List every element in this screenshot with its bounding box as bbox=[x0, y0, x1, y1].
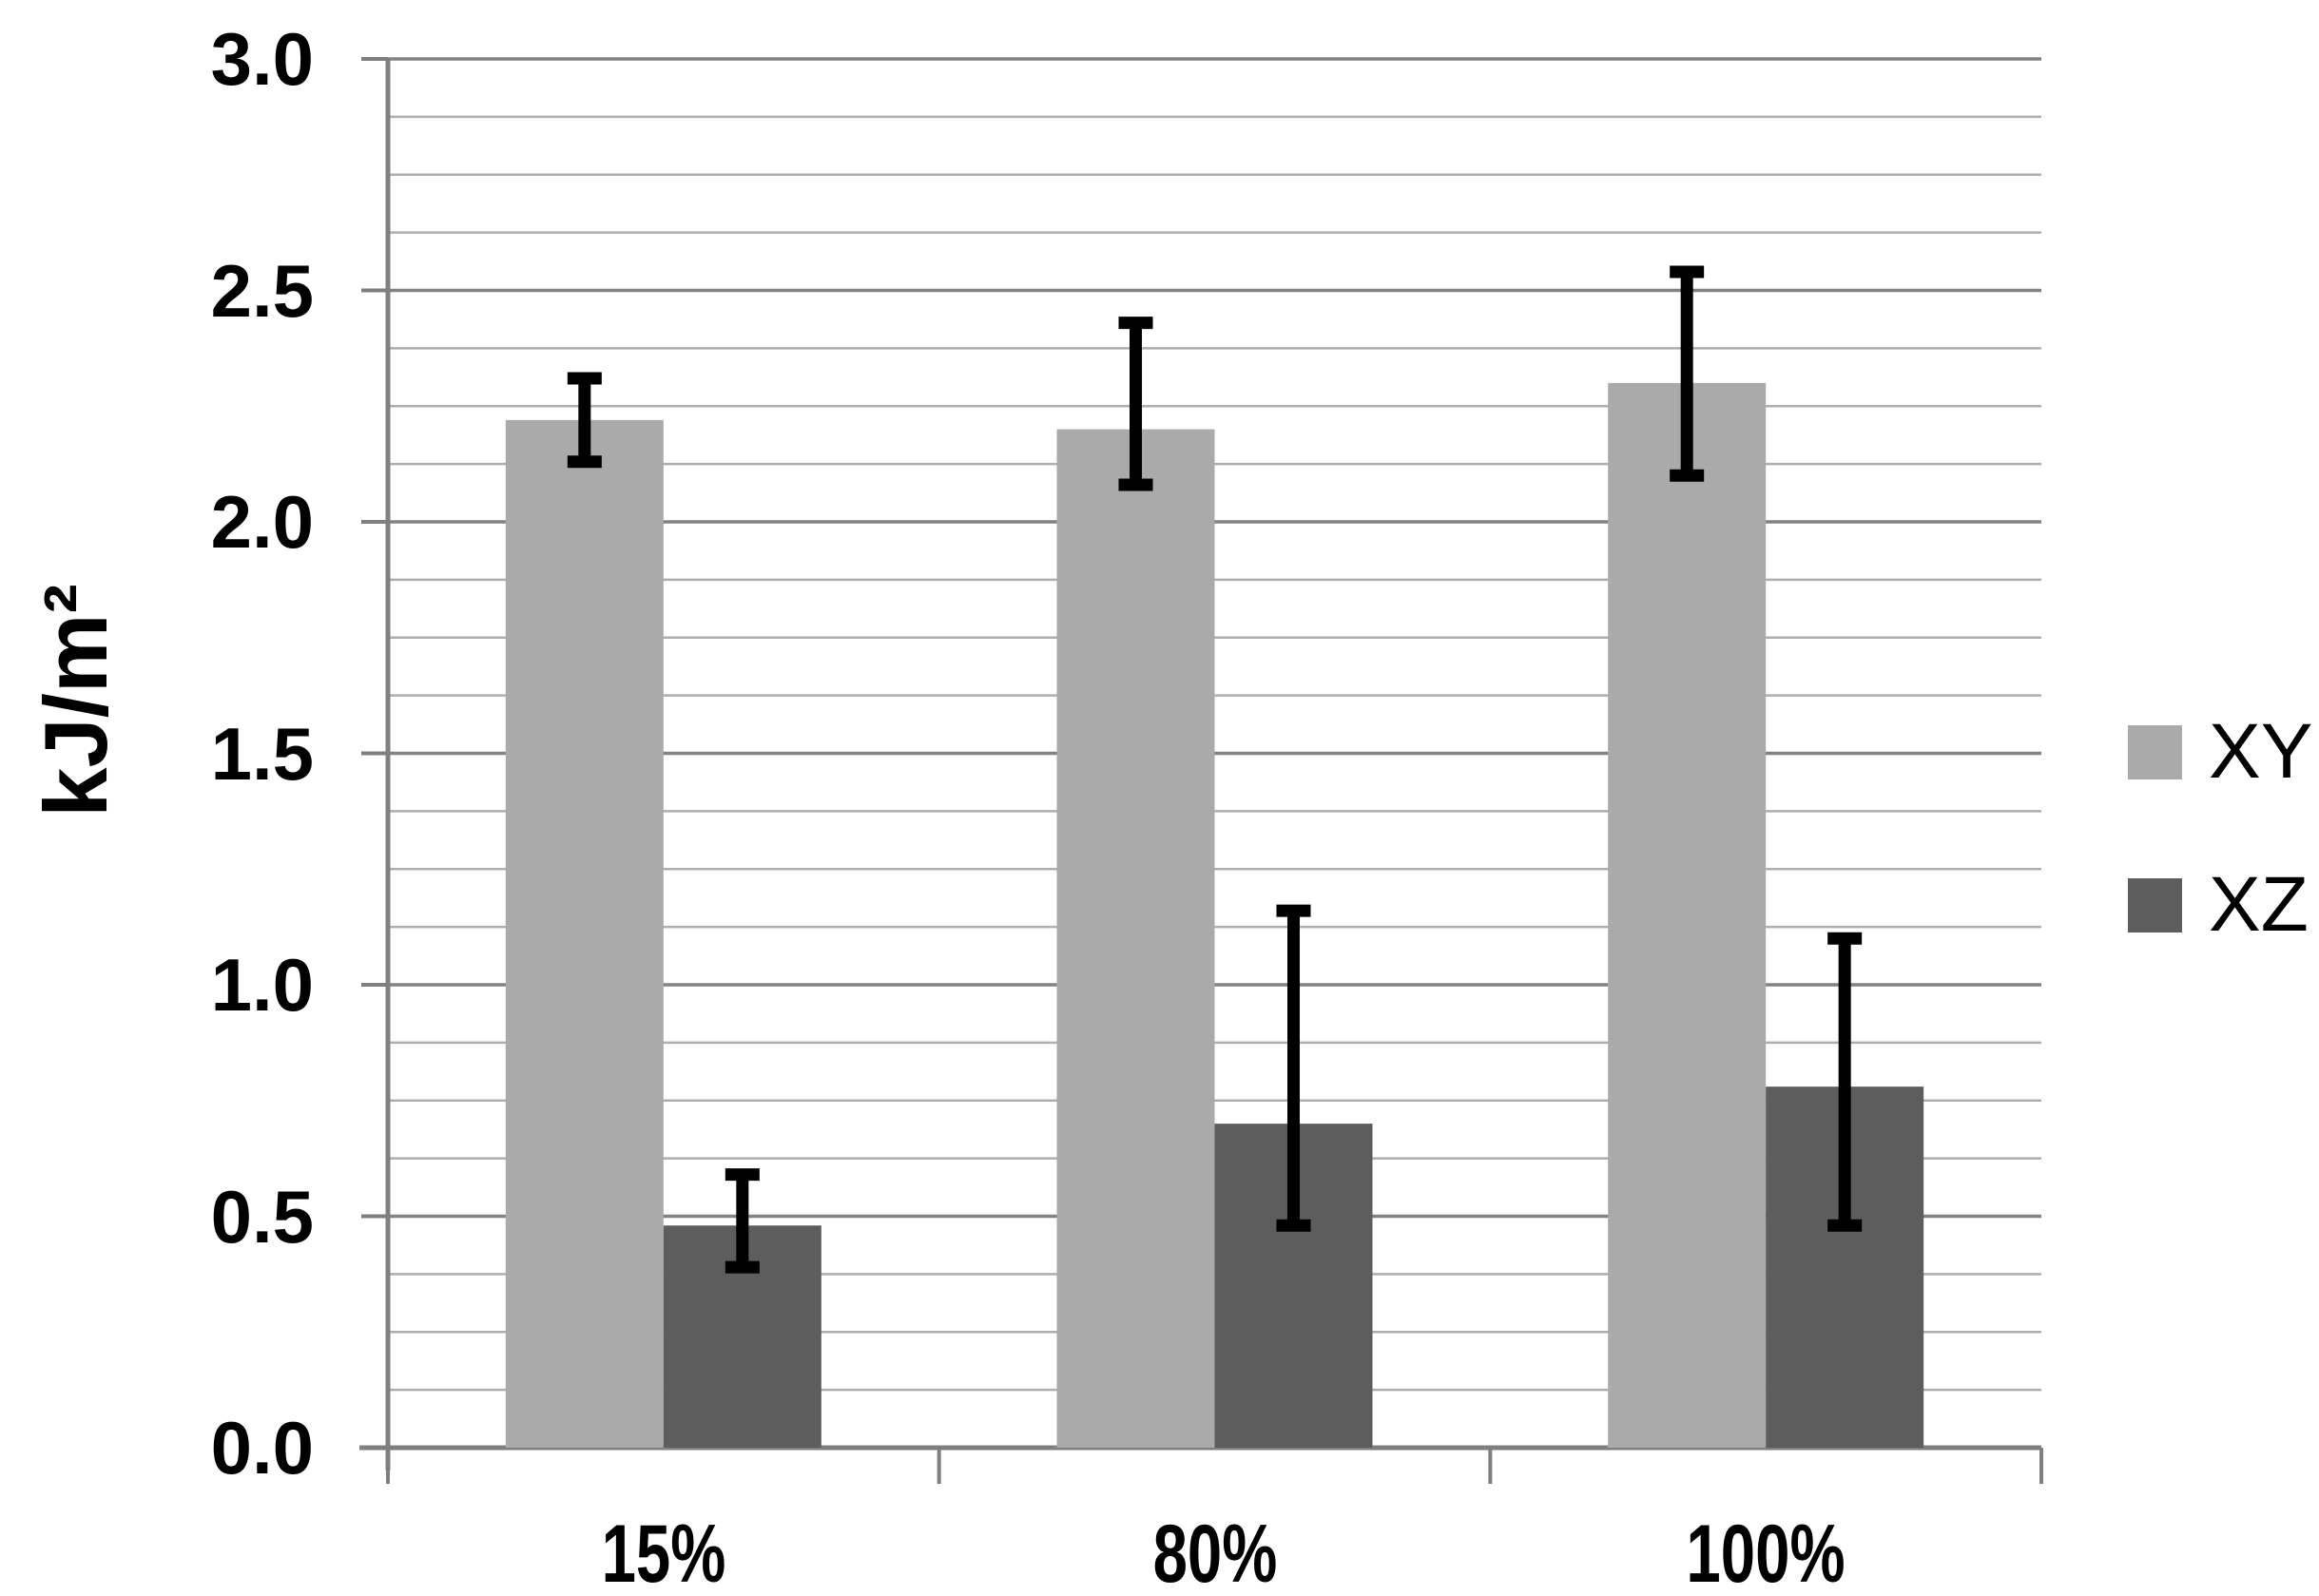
y-axis-tick-label: 2.5 bbox=[210, 248, 314, 333]
y-axis-tick-label: 1.0 bbox=[210, 943, 314, 1027]
y-axis-tick-label: 0.5 bbox=[210, 1174, 314, 1259]
y-axis-tick-label: 2.0 bbox=[210, 480, 314, 564]
x-axis-label-15: 15% bbox=[601, 1509, 726, 1596]
bar-xy-80% bbox=[1056, 429, 1215, 1449]
legend-item-xz: XZ bbox=[2128, 866, 2309, 944]
legend-label-xz: XZ bbox=[2209, 861, 2309, 948]
legend-item-xy: XY bbox=[2128, 713, 2312, 791]
x-axis-label-100: 100% bbox=[1686, 1509, 1846, 1596]
legend-label-xy: XY bbox=[2209, 708, 2313, 795]
y-axis-tick-label: 3.0 bbox=[210, 17, 314, 101]
legend-swatch-xz bbox=[2128, 877, 2182, 933]
x-axis-label-80: 80% bbox=[1152, 1509, 1277, 1596]
bar-xy-100% bbox=[1608, 382, 1767, 1448]
legend-swatch-xy bbox=[2128, 724, 2182, 779]
bar-xy-15% bbox=[505, 419, 664, 1448]
y-axis-tick-label: 0.0 bbox=[210, 1406, 314, 1490]
y-axis-tick-label: 1.5 bbox=[210, 711, 314, 796]
